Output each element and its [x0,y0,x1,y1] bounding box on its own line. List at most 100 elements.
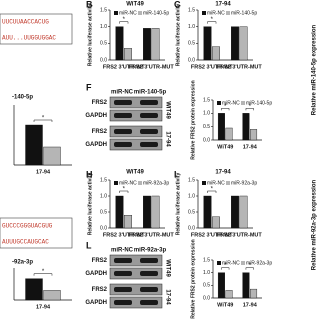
sequence: AUU...UUGGUGGAC [2,35,56,42]
y-tick-label: 1.5 [188,177,195,183]
bar [43,146,61,166]
y-tick-label: 1.5 [100,177,107,183]
blot-band [140,100,158,105]
x-tick-label: FRS2 3'UTR-WT [103,64,145,70]
bar [217,113,225,141]
bar [250,129,258,141]
significance-label: * [249,263,252,269]
significance-label: * [211,187,214,193]
blot-band [140,113,158,118]
bar [242,272,250,299]
legend-label: miR-92a-3p [231,180,257,186]
panel-label: H [86,169,93,179]
bar [143,28,151,61]
x-tick-label: 17-94 [243,302,258,308]
legend-label: miR-NC [119,180,137,186]
blot-row-label: FRS2 [92,287,108,293]
y-tick-label: 1.5 [203,97,210,103]
blot-group: miR-140-5p [134,90,167,96]
y-axis-label: Relative luciferase activity [175,173,181,236]
x-tick-label: FRS2 3'UTR-MUT [129,64,175,70]
y-tick-label: 1.0 [188,24,195,30]
y-tick-label: 1.5 [203,257,210,263]
x-tick-label: WiT49 [217,144,233,150]
bar [250,288,258,299]
significance-bracket [245,267,254,270]
x-tick-label: 17-94 [243,144,258,150]
chart-title: WiT49 [126,2,144,8]
significance-bracket [33,273,53,276]
bar [231,195,239,229]
blot-strip [109,296,163,309]
blot-strip [109,96,163,109]
x-tick-label: 17-94 [36,304,51,310]
sequence: GUCCCGGGUACGUG [2,223,53,230]
legend-label: miR-NC [222,100,240,106]
blot-strip [109,109,163,122]
bar [115,26,124,61]
sequence-box [0,13,73,45]
bar [124,48,132,61]
y-tick-label: 0.5 [100,209,107,215]
bar [239,195,248,229]
significance-label: * [123,17,126,23]
chart-title: -92a-3p [12,260,33,266]
sequence-box [0,217,73,249]
significance-bracket [221,108,230,111]
x-tick-label: FRS2 3'UTR-MUT [217,232,263,238]
legend-swatch [202,11,206,15]
blot-row-label: FRS2 [92,129,108,135]
y-tick-label: 0.5 [203,124,210,130]
blot-strip [109,138,163,151]
bar [225,290,233,299]
bar [203,195,212,229]
legend-label: miR-140-5p [231,10,257,16]
legend-swatch [114,181,118,185]
y-axis-label: Relative FRS2 protein expression [190,80,196,159]
blot-band [140,129,158,134]
legend-label: miR-NC [119,10,137,16]
bar [43,290,61,301]
bar [239,26,248,61]
panel-label: I [174,169,177,179]
bar [212,216,220,229]
significance-bracket [207,21,217,24]
legend-swatch [202,181,206,185]
y-tick-label: 0.5 [100,41,107,47]
blot-band [140,258,158,263]
legend-label: miR-NC [207,180,225,186]
x-tick-label: FRS2 3'UTR-MUT [129,232,175,238]
panel-label: L [86,240,92,250]
significance-label: * [224,263,227,269]
y-tick-label: 1.0 [188,193,195,199]
legend-swatch [241,261,245,265]
panel-label: B [86,0,93,9]
y-axis-label: Relative luciferase activity [87,173,93,236]
blot-row-label: GAPDH [85,142,107,148]
y-tick-label: 0.0 [203,295,210,301]
legend-swatch [241,101,245,105]
y-tick-label: 1.0 [100,24,107,30]
x-tick-label: 17-94 [36,169,51,175]
legend-swatch [217,261,221,265]
blot-group: miR-92a-3p [134,248,167,254]
blot-row-label: GAPDH [85,300,107,306]
blot-cell-label: WiT49 [164,259,170,277]
bar [143,195,151,229]
bar [203,26,212,61]
legend-label: miR-140-5p [246,100,272,106]
sequence: AUUUGCCAUGCAC [2,239,49,246]
blot-band [114,113,132,118]
blot-band [140,271,158,276]
significance-bracket [119,190,129,193]
significance-bracket [245,108,254,111]
x-tick-label: FRS2 3'UTR-WT [191,64,233,70]
blot-row-label: FRS2 [92,100,108,106]
legend-label: miR-NC [207,10,225,16]
bar [151,195,160,229]
significance-label: * [249,104,252,110]
blot-strip [109,283,163,296]
legend-swatch [226,181,230,185]
blot-row-label: GAPDH [85,113,107,119]
